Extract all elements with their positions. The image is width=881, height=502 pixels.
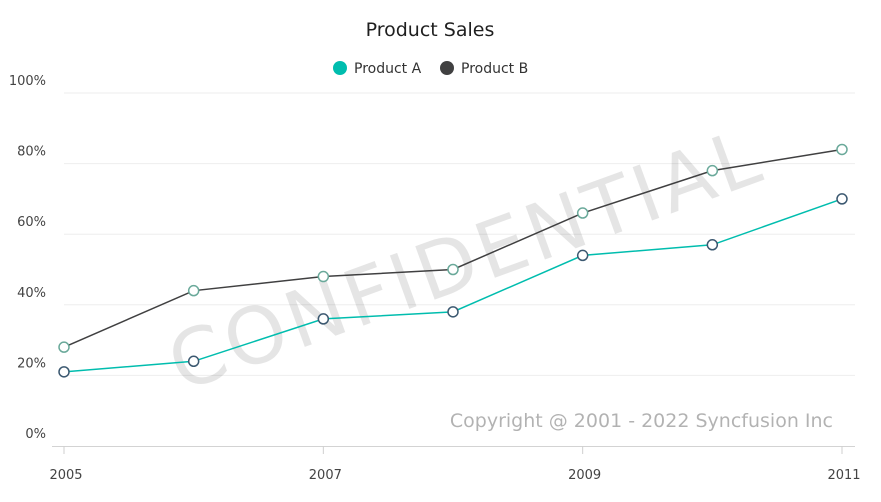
data-point-product-b[interactable]	[576, 207, 589, 219]
y-tick-label: 0%	[25, 427, 46, 442]
data-point-product-b[interactable]	[447, 263, 459, 276]
x-tick-label: 2009	[568, 468, 601, 483]
y-tick-label: 100%	[9, 74, 46, 89]
y-tick-label: 20%	[17, 356, 46, 371]
legend-marker-product-b[interactable]	[440, 61, 454, 75]
legend-marker-product-a[interactable]	[333, 61, 347, 75]
legend-label-product-a[interactable]: Product A	[354, 61, 422, 77]
data-point-product-b[interactable]	[317, 270, 330, 283]
y-tick-label: 80%	[17, 145, 46, 160]
data-point-product-a[interactable]	[58, 366, 70, 378]
x-tick-label: 2011	[827, 468, 860, 483]
watermark-text: CONFIDENTIAL	[157, 111, 775, 409]
data-point-product-a[interactable]	[836, 193, 848, 205]
data-point-product-a[interactable]	[317, 313, 330, 325]
series-layer	[58, 143, 848, 378]
gridlines	[64, 92, 855, 376]
data-point-product-b[interactable]	[836, 143, 848, 156]
data-point-product-b[interactable]	[706, 164, 719, 177]
y-tick-label: 60%	[17, 215, 46, 230]
data-point-product-a[interactable]	[447, 306, 459, 318]
data-point-product-a[interactable]	[706, 239, 719, 251]
legend-label-product-b[interactable]: Product B	[461, 61, 528, 77]
x-tick-label: 2005	[49, 468, 82, 483]
axes: 0% 20% 40% 60% 80% 100% 2005 2007 2009 2011	[9, 74, 861, 483]
legend: Product A Product B	[333, 61, 528, 77]
x-tick-label: 2007	[309, 468, 342, 483]
data-point-product-b[interactable]	[187, 284, 200, 297]
copyright-text: Copyright @ 2001 - 2022 Syncfusion Inc	[450, 410, 833, 432]
data-point-product-b[interactable]	[58, 341, 70, 353]
data-point-product-a[interactable]	[187, 355, 200, 368]
data-point-product-a[interactable]	[576, 249, 589, 262]
chart-title: Product Sales	[366, 19, 495, 41]
y-tick-label: 40%	[17, 286, 46, 301]
